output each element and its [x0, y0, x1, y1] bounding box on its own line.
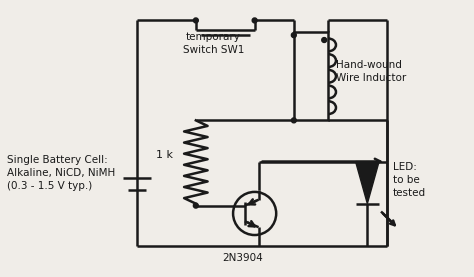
- Circle shape: [322, 38, 327, 42]
- Text: 1 k: 1 k: [156, 150, 173, 160]
- Circle shape: [193, 18, 198, 23]
- Circle shape: [252, 18, 257, 23]
- Circle shape: [193, 203, 198, 208]
- Text: LED:
to be
tested: LED: to be tested: [393, 161, 426, 198]
- Bar: [294, 32, 328, 120]
- Text: Hand-wound
Wire Inductor: Hand-wound Wire Inductor: [336, 60, 406, 83]
- Text: 2N3904: 2N3904: [222, 253, 263, 263]
- Text: temporary
Switch SW1: temporary Switch SW1: [183, 32, 244, 55]
- Text: Single Battery Cell:
Alkaline, NiCD, NiMH
(0.3 - 1.5 V typ.): Single Battery Cell: Alkaline, NiCD, NiM…: [7, 155, 115, 191]
- Circle shape: [292, 118, 296, 123]
- Polygon shape: [356, 161, 379, 204]
- Circle shape: [292, 33, 296, 38]
